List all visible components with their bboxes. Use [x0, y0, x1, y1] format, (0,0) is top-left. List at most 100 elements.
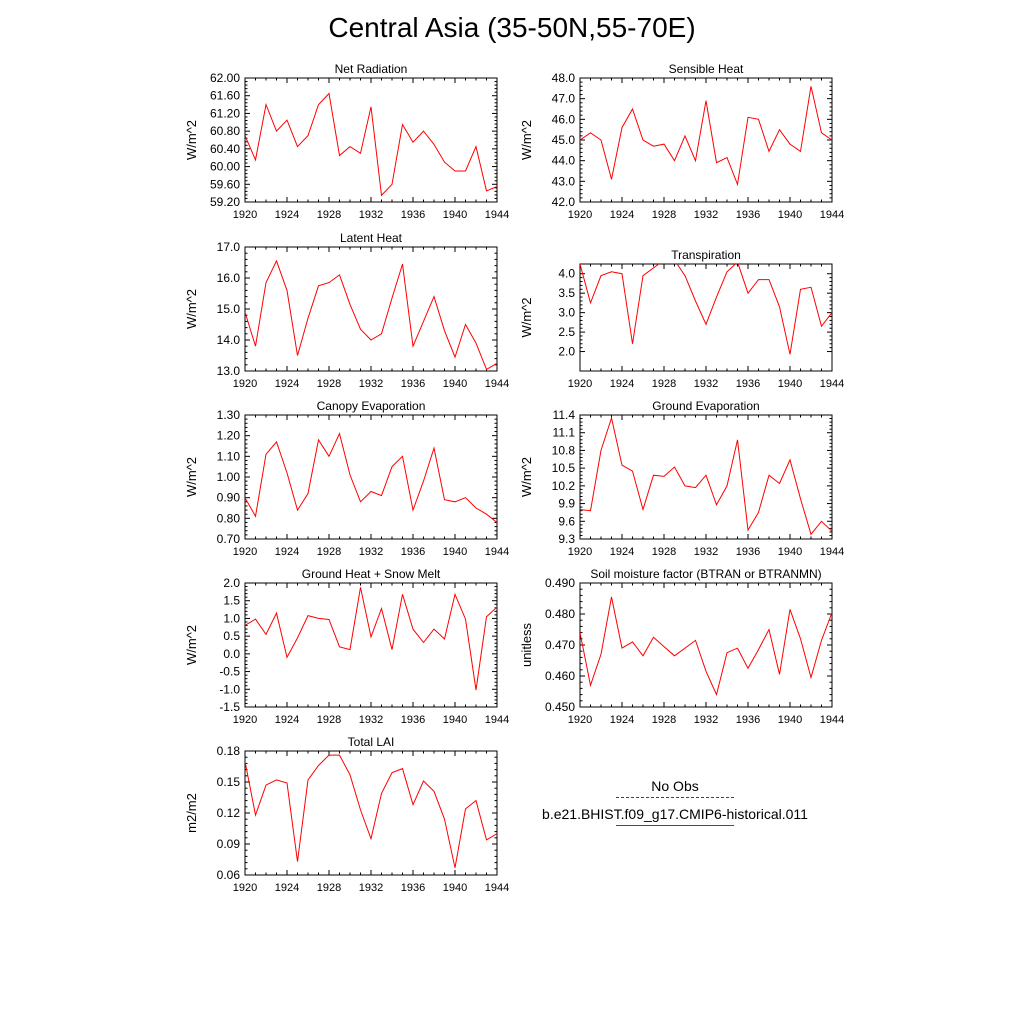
x-tick-label: 1920: [568, 378, 592, 390]
y-tick-label: 0.450: [545, 700, 575, 714]
series-line-0: [245, 754, 497, 868]
x-tick-label: 1924: [275, 378, 299, 390]
x-tick-label: 1944: [820, 714, 844, 726]
y-axis-label: W/m^2: [519, 457, 534, 497]
panel-title: Soil moisture factor (BTRAN or BTRANMN): [590, 567, 821, 581]
x-tick-label: 1944: [485, 882, 509, 894]
y-tick-label: 44.0: [552, 154, 576, 168]
panel-1: Sensible Heat W/m^2 1920 1924 1928 1932 1936 19…: [519, 62, 844, 221]
x-tick-label: 1928: [652, 209, 676, 221]
panel-title: Total LAI: [348, 735, 395, 749]
legend-obs-line: [616, 797, 734, 798]
x-tick-label: 1936: [401, 378, 425, 390]
panel-2: Latent Heat W/m^2 1920 1924 1928 1932 1936 1940…: [184, 231, 509, 390]
x-tick-label: 1920: [568, 714, 592, 726]
plot-frame: [244, 77, 498, 203]
y-axis-label: unitless: [519, 622, 534, 667]
y-tick-label: 4.0: [558, 267, 575, 281]
y-tick-label: 9.3: [558, 532, 575, 546]
x-tick-label: 1936: [736, 546, 760, 558]
x-tick-label: 1944: [485, 714, 509, 726]
x-tick-label: 1932: [694, 209, 718, 221]
y-tick-label: 9.9: [558, 497, 575, 511]
y-tick-label: 11.1: [553, 426, 576, 440]
x-tick-label: 1936: [736, 209, 760, 221]
panel-title: Latent Heat: [340, 231, 403, 245]
y-tick-label: 3.5: [558, 286, 575, 300]
y-tick-label: 0.490: [545, 576, 575, 590]
panel-title: Transpiration: [671, 248, 741, 262]
plot-frame: [244, 750, 498, 876]
series-line-0: [580, 416, 832, 536]
series-line-0: [245, 259, 497, 371]
panel-title: Ground Heat + Snow Melt: [302, 567, 441, 581]
y-tick-label: 60.40: [210, 142, 240, 156]
x-tick-label: 1920: [233, 546, 257, 558]
x-tick-label: 1928: [317, 209, 341, 221]
x-tick-label: 1940: [443, 546, 467, 558]
y-tick-label: -1.0: [219, 682, 240, 696]
x-tick-label: 1920: [233, 378, 257, 390]
x-tick-label: 1944: [485, 378, 509, 390]
series-line-0: [580, 86, 832, 187]
x-tick-label: 1924: [610, 209, 634, 221]
x-tick-label: 1936: [401, 209, 425, 221]
y-tick-label: 17.0: [217, 240, 241, 254]
x-tick-label: 1940: [443, 882, 467, 894]
y-tick-label: 43.0: [552, 174, 576, 188]
x-tick-label: 1936: [736, 378, 760, 390]
y-tick-label: 10.5: [552, 461, 576, 475]
x-tick-label: 1936: [736, 714, 760, 726]
y-tick-label: 0.5: [223, 629, 240, 643]
y-tick-label: 0.90: [217, 491, 241, 505]
y-axis-label: W/m^2: [519, 297, 534, 337]
y-tick-label: 61.60: [210, 89, 240, 103]
y-tick-label: 0.480: [545, 607, 575, 621]
x-tick-label: 1940: [443, 714, 467, 726]
x-tick-label: 1920: [233, 882, 257, 894]
x-tick-label: 1928: [317, 882, 341, 894]
legend: No Obs b.e21.BHIST.f09_g17.CMIP6-histori…: [520, 778, 830, 834]
plot-frame: [579, 582, 833, 708]
panel-8: Total LAI m2/m2 1920 1924 1928 1932 1936 1940 19…: [184, 735, 509, 894]
x-tick-label: 1940: [443, 378, 467, 390]
x-tick-label: 1936: [401, 882, 425, 894]
y-tick-label: 62.00: [210, 71, 240, 85]
y-tick-label: 42.0: [552, 195, 576, 209]
y-tick-label: 10.8: [552, 443, 576, 457]
legend-model-label: b.e21.BHIST.f09_g17.CMIP6-historical.011: [542, 806, 808, 822]
x-tick-label: 1924: [275, 209, 299, 221]
series-line-0: [245, 587, 497, 691]
x-tick-label: 1924: [275, 714, 299, 726]
y-tick-label: 0.12: [217, 806, 241, 820]
y-tick-label: 0.18: [217, 744, 241, 758]
x-tick-label: 1940: [443, 209, 467, 221]
plot-frame: [579, 263, 833, 372]
panel-5: Ground Evaporation W/m^2 1920 1924 1928 1932 1…: [519, 399, 844, 558]
y-tick-label: 0.70: [217, 532, 241, 546]
x-tick-label: 1920: [233, 714, 257, 726]
legend-model-line: [616, 825, 734, 826]
plot-frame: [244, 414, 498, 540]
y-tick-label: 60.00: [210, 160, 240, 174]
y-axis-label: W/m^2: [184, 120, 199, 160]
y-axis-label: m2/m2: [184, 793, 199, 833]
panel-4: Canopy Evaporation W/m^2 1920 1924 1928 1932 1…: [184, 399, 509, 558]
y-tick-label: 1.0: [223, 611, 240, 625]
y-axis-label: W/m^2: [184, 289, 199, 329]
y-tick-label: 0.06: [217, 868, 241, 882]
y-tick-label: 3.0: [558, 306, 575, 320]
x-tick-label: 1928: [317, 714, 341, 726]
x-tick-label: 1924: [275, 882, 299, 894]
y-tick-label: 59.20: [210, 195, 240, 209]
panel-title: Ground Evaporation: [652, 399, 759, 413]
y-tick-label: 1.20: [217, 429, 241, 443]
y-tick-label: 2.5: [558, 325, 575, 339]
x-tick-label: 1924: [610, 714, 634, 726]
series-line-0: [245, 432, 497, 523]
x-tick-label: 1944: [820, 378, 844, 390]
x-tick-label: 1928: [317, 546, 341, 558]
x-tick-label: 1920: [568, 209, 592, 221]
x-tick-label: 1924: [610, 378, 634, 390]
panel-title: Canopy Evaporation: [317, 399, 426, 413]
